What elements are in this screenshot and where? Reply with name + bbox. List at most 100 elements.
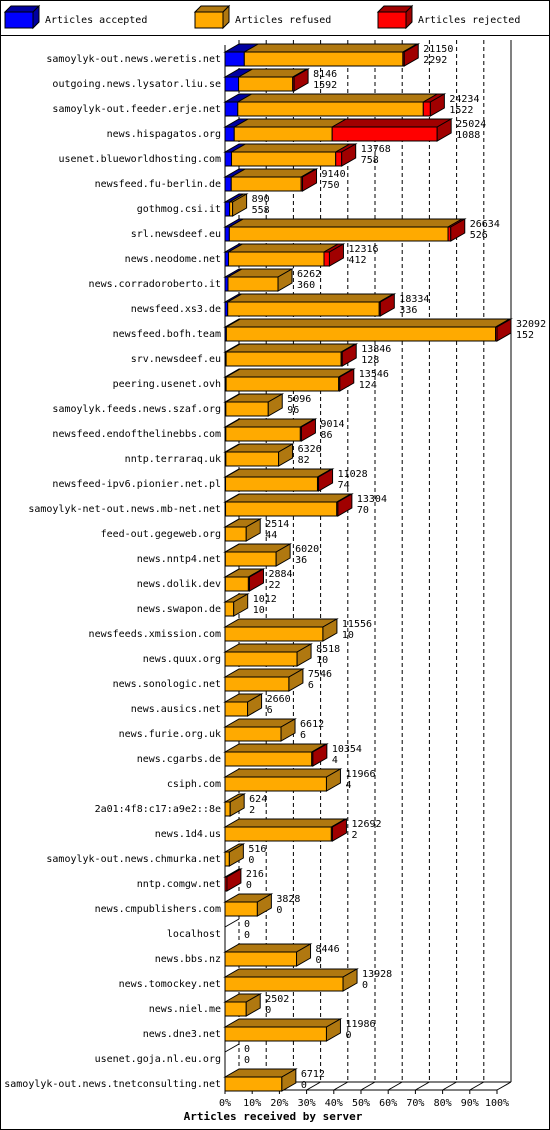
bar-side <box>293 68 309 92</box>
bar <box>224 776 327 792</box>
y-tick-label: newsfeed-ipv6.pionier.net.pl <box>52 479 221 490</box>
accepted-label: 750 <box>322 180 340 191</box>
accepted-label: 0 <box>301 1080 307 1091</box>
grid-floor-line <box>469 1081 485 1091</box>
total-label: 6020 <box>295 544 319 555</box>
x-tick-label: 0% <box>219 1098 231 1109</box>
total-label: 516 <box>248 844 266 855</box>
x-tick-label: 90% <box>461 1098 479 1109</box>
grid-floor-line <box>333 1081 349 1091</box>
bar-top <box>227 218 464 228</box>
total-label: 3828 <box>276 894 300 905</box>
accepted-label: 0 <box>362 980 368 991</box>
bar <box>224 976 344 992</box>
y-tick-label: localhost <box>167 929 221 940</box>
total-label: 624 <box>249 794 267 805</box>
bar-top <box>223 643 313 653</box>
bar-side <box>341 143 357 167</box>
bar-side <box>342 968 358 992</box>
accepted-label: 1522 <box>449 105 473 116</box>
bar <box>237 101 424 117</box>
total-label: 2514 <box>265 519 289 530</box>
accepted-label: 74 <box>338 480 350 491</box>
y-tick-label: feed-out.gegeweb.org <box>101 529 221 540</box>
accepted-label: 758 <box>361 155 379 166</box>
total-label: 890 <box>252 194 270 205</box>
total-label: 18334 <box>399 294 429 305</box>
bar-side <box>229 793 245 817</box>
grid-floor-line <box>496 1081 512 1091</box>
bar-top <box>226 243 340 253</box>
total-label: 21150 <box>423 44 453 55</box>
bar-side <box>318 468 334 492</box>
bar-side <box>379 293 395 317</box>
x-tick-label: 30% <box>298 1098 316 1109</box>
y-tick-label: 2a01:4f8:c17:a9e2::8e <box>95 804 221 815</box>
x-tick-label: 50% <box>352 1098 370 1109</box>
bar <box>227 301 380 317</box>
total-label: 9014 <box>320 419 344 430</box>
accepted-label: 10 <box>316 655 328 666</box>
accepted-label: 0 <box>316 955 322 966</box>
bar-top <box>229 143 352 153</box>
total-label: 2502 <box>265 994 289 1005</box>
grid-floor-line <box>442 1081 457 1091</box>
total-label: 13928 <box>362 969 392 980</box>
y-tick-label: gothmog.csi.it <box>137 204 221 215</box>
accepted-label: 44 <box>265 530 277 541</box>
bar <box>225 401 269 417</box>
x-tick-label: 100% <box>485 1098 509 1109</box>
accepted-label: 0 <box>244 1055 250 1066</box>
y-tick-label: news.neodome.net <box>125 254 221 265</box>
y-tick-label: samoylyk-out.news.tnetconsulting.net <box>4 1079 221 1090</box>
bar-empty-edge <box>224 918 240 928</box>
total-label: 8518 <box>316 644 340 655</box>
x-tick-label: 20% <box>270 1098 288 1109</box>
y-tick-label: newsfeed.bofh.team <box>113 329 221 340</box>
y-tick-label: peering.usenet.ovh <box>113 379 221 390</box>
bar <box>224 76 240 92</box>
bar <box>335 151 343 167</box>
total-label: 12316 <box>348 244 378 255</box>
bar <box>224 101 239 117</box>
x-tick-label: 10% <box>243 1098 261 1109</box>
y-tick-label: samoylyk-out.news.weretis.net <box>46 54 221 65</box>
y-tick-label: news.cgarbs.de <box>137 754 221 765</box>
bar <box>238 76 294 92</box>
accepted-label: 96 <box>287 405 299 416</box>
bar <box>224 601 235 617</box>
y-tick-label: news.dne3.net <box>143 1029 221 1040</box>
bar <box>331 126 438 142</box>
bar-top <box>224 343 358 353</box>
total-label: 32092 <box>516 319 546 330</box>
y-tick-label: usenet.blueworldhosting.com <box>58 154 221 165</box>
accepted-label: 6 <box>308 680 314 691</box>
bar-side <box>300 418 316 442</box>
bar <box>224 951 298 967</box>
bar-side <box>337 493 353 517</box>
y-tick-label: newsfeed.endofthelinebbs.com <box>52 429 221 440</box>
y-tick-label: nntp.comgw.net <box>137 879 221 890</box>
total-label: 6262 <box>297 269 321 280</box>
bar-side <box>302 168 318 192</box>
legend-swatch <box>194 11 224 29</box>
accepted-label: 70 <box>357 505 369 516</box>
bar-side <box>341 343 357 367</box>
bar-side <box>339 368 355 392</box>
bar <box>225 501 338 517</box>
bar <box>227 276 279 292</box>
legend-swatch <box>377 11 407 29</box>
accepted-label: 0 <box>246 880 252 891</box>
bar-side <box>403 43 419 67</box>
bar-side <box>256 893 272 917</box>
y-tick-label: news.cmpublishers.com <box>95 904 221 915</box>
bar-side <box>296 943 312 967</box>
bar <box>224 676 290 692</box>
bar-top <box>223 743 328 753</box>
legend-label: Articles rejected <box>418 15 520 26</box>
bar-top <box>223 1018 343 1028</box>
bar-side <box>277 268 293 292</box>
total-label: 7546 <box>308 669 332 680</box>
legend-swatch <box>4 11 34 29</box>
accepted-label: 2292 <box>423 55 447 66</box>
